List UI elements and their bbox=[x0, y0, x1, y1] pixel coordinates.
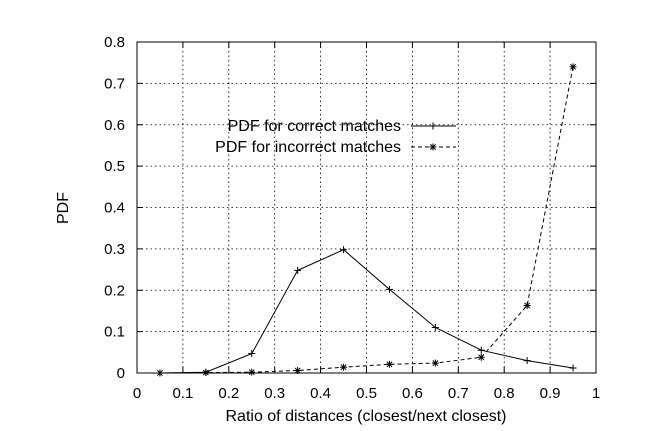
y-tick-label: 0.5 bbox=[104, 158, 125, 175]
x-tick-label: 0.7 bbox=[448, 385, 469, 402]
series-layer bbox=[156, 63, 577, 377]
y-tick-label: 0.7 bbox=[104, 75, 125, 92]
y-tick-label: 0.2 bbox=[104, 282, 125, 299]
x-tick-label: 0.3 bbox=[264, 385, 285, 402]
data-point bbox=[156, 369, 164, 377]
x-tick-label: 0.6 bbox=[402, 385, 423, 402]
y-tick-label: 0 bbox=[117, 365, 125, 382]
axis-ticks bbox=[136, 41, 597, 374]
x-axis-title: Ratio of distances (closest/next closest… bbox=[225, 408, 506, 425]
data-point bbox=[569, 63, 577, 71]
legend-sample-correct bbox=[411, 122, 456, 130]
y-tick-label: 0.4 bbox=[104, 200, 125, 217]
y-tick-label: 0.6 bbox=[104, 117, 125, 134]
data-point bbox=[523, 357, 531, 365]
legend: PDF for correct matches PDF for incorrec… bbox=[215, 118, 456, 156]
data-point bbox=[294, 266, 302, 274]
data-point bbox=[477, 353, 485, 361]
x-tick-label: 0.1 bbox=[172, 385, 193, 402]
data-point bbox=[477, 346, 485, 354]
y-tick-label: 0.8 bbox=[104, 34, 125, 51]
grid bbox=[137, 42, 596, 373]
legend-label-incorrect: PDF for incorrect matches bbox=[215, 139, 401, 156]
x-tick-label: 0.5 bbox=[356, 385, 377, 402]
y-axis-tick-labels: 0 0.1 0.2 0.3 0.4 0.5 0.6 0.7 0.8 bbox=[104, 34, 125, 382]
y-axis-title: PDF bbox=[55, 192, 72, 224]
data-point bbox=[248, 350, 256, 358]
data-point bbox=[385, 360, 393, 368]
legend-sample-incorrect bbox=[411, 143, 456, 151]
legend-marker bbox=[429, 122, 437, 130]
series-line bbox=[159, 249, 574, 374]
series-incorrect bbox=[156, 63, 577, 377]
x-tick-label: 0.9 bbox=[540, 385, 561, 402]
data-point bbox=[248, 368, 256, 376]
data-point bbox=[385, 285, 393, 293]
data-point bbox=[294, 367, 302, 375]
y-tick-label: 0.1 bbox=[104, 324, 125, 341]
x-axis-tick-labels: 0 0.1 0.2 0.3 0.4 0.5 0.6 0.7 0.8 0.9 1 bbox=[133, 385, 600, 402]
series-correct bbox=[156, 246, 577, 377]
series-line bbox=[159, 66, 574, 374]
x-tick-label: 0 bbox=[133, 385, 141, 402]
x-tick-label: 1 bbox=[592, 385, 600, 402]
legend-marker bbox=[429, 143, 437, 151]
data-point bbox=[340, 246, 348, 254]
data-point bbox=[431, 323, 439, 331]
data-point bbox=[569, 364, 577, 372]
x-tick-label: 0.4 bbox=[310, 385, 331, 402]
data-point bbox=[340, 363, 348, 371]
x-tick-label: 0.2 bbox=[218, 385, 239, 402]
data-point bbox=[523, 302, 531, 310]
data-point bbox=[431, 359, 439, 367]
data-point bbox=[202, 369, 210, 377]
y-tick-label: 0.3 bbox=[104, 241, 125, 258]
x-tick-label: 0.8 bbox=[494, 385, 515, 402]
legend-label-correct: PDF for correct matches bbox=[228, 118, 401, 135]
